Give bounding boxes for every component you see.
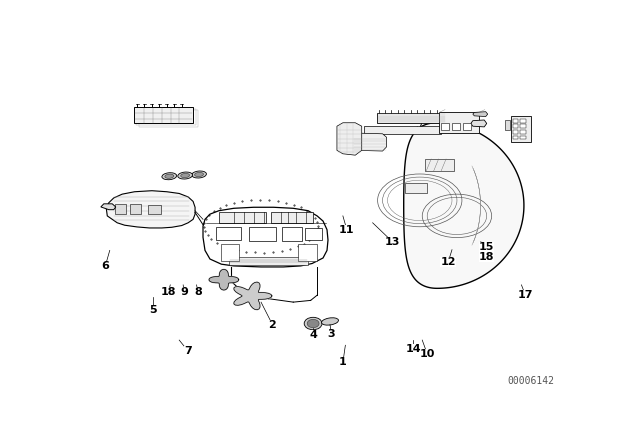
Text: 10: 10: [419, 349, 435, 359]
Polygon shape: [234, 282, 272, 310]
Text: 18: 18: [479, 252, 495, 262]
Text: 13: 13: [385, 237, 400, 247]
Text: 3: 3: [328, 329, 335, 339]
Text: 00006142: 00006142: [508, 375, 555, 386]
Polygon shape: [203, 207, 328, 267]
Bar: [452, 124, 460, 130]
Bar: [136, 108, 196, 125]
Bar: [511, 116, 531, 142]
Text: 7: 7: [184, 346, 192, 356]
Bar: [513, 130, 518, 134]
Bar: [138, 110, 198, 127]
Bar: [249, 227, 276, 241]
Text: 18: 18: [161, 288, 176, 297]
Circle shape: [304, 317, 322, 330]
Bar: [115, 204, 125, 214]
Bar: [229, 257, 308, 265]
Ellipse shape: [195, 172, 204, 177]
Bar: [441, 124, 449, 130]
Bar: [148, 204, 161, 214]
Bar: [134, 107, 193, 124]
Circle shape: [307, 319, 319, 327]
Ellipse shape: [165, 174, 173, 178]
Bar: [221, 244, 239, 261]
Polygon shape: [106, 191, 195, 228]
Polygon shape: [101, 204, 116, 210]
Text: 12: 12: [440, 258, 456, 267]
Ellipse shape: [162, 173, 177, 180]
Bar: [219, 212, 266, 224]
Ellipse shape: [191, 171, 207, 178]
Polygon shape: [471, 120, 486, 127]
Bar: [425, 159, 454, 171]
Bar: [513, 125, 518, 128]
Text: 15: 15: [479, 242, 495, 252]
Bar: [504, 120, 509, 129]
Bar: [216, 227, 241, 240]
Text: 14: 14: [406, 344, 421, 354]
Bar: [520, 130, 526, 134]
Bar: [364, 126, 440, 134]
Ellipse shape: [321, 318, 339, 325]
Bar: [439, 112, 479, 133]
Polygon shape: [337, 123, 362, 155]
Bar: [513, 135, 518, 139]
Bar: [520, 135, 526, 139]
Text: 2: 2: [269, 319, 276, 330]
Text: 4: 4: [309, 330, 317, 340]
Bar: [520, 125, 526, 128]
Bar: [282, 227, 301, 241]
Text: 9: 9: [180, 288, 188, 297]
Text: 6: 6: [101, 261, 109, 271]
Ellipse shape: [178, 172, 193, 179]
Text: 1: 1: [339, 358, 347, 367]
Bar: [305, 228, 322, 240]
Polygon shape: [404, 123, 524, 289]
Bar: [463, 124, 471, 130]
Polygon shape: [473, 112, 488, 116]
Bar: [129, 204, 141, 214]
Polygon shape: [209, 269, 239, 290]
Bar: [271, 212, 313, 223]
Text: 5: 5: [150, 305, 157, 315]
Bar: [376, 113, 446, 123]
Text: 8: 8: [194, 288, 202, 297]
Bar: [298, 244, 317, 262]
Bar: [520, 119, 526, 123]
Bar: [513, 119, 518, 123]
Text: 17: 17: [518, 290, 533, 300]
Ellipse shape: [180, 173, 189, 178]
Bar: [405, 183, 428, 194]
Polygon shape: [353, 133, 387, 151]
Text: 11: 11: [339, 225, 355, 235]
